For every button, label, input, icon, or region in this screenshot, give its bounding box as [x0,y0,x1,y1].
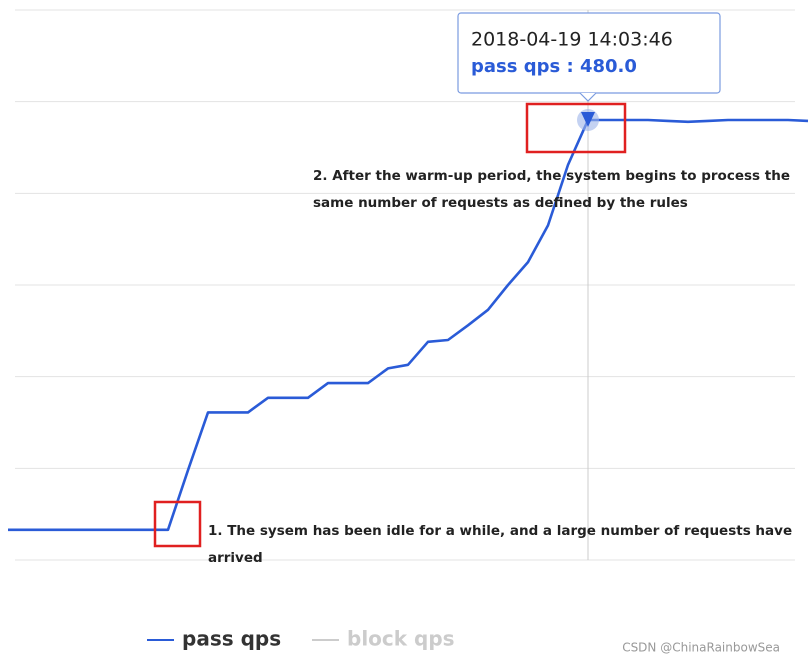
tooltip-title: 2018-04-19 14:03:46 [471,29,673,51]
annotation: arrived [208,550,263,566]
line-series [8,118,809,532]
red-box [153,500,202,548]
watermark: CSDN @ChinaRainbowSea [622,641,780,655]
legend-label: pass qps [182,627,281,651]
annotation: 1. The sysem has been idle for a while, … [208,523,792,539]
tooltip-arrow [579,92,597,102]
tooltip-text: pass qps : 480.0 [471,56,637,77]
point-marker [581,112,595,127]
annotation: 2. After the warm-up period, the system … [313,168,790,184]
legend-label: block qps [347,627,455,651]
annotation: same number of requests as defined by th… [313,195,688,211]
red-box [525,102,627,154]
tooltip-box [457,12,721,94]
